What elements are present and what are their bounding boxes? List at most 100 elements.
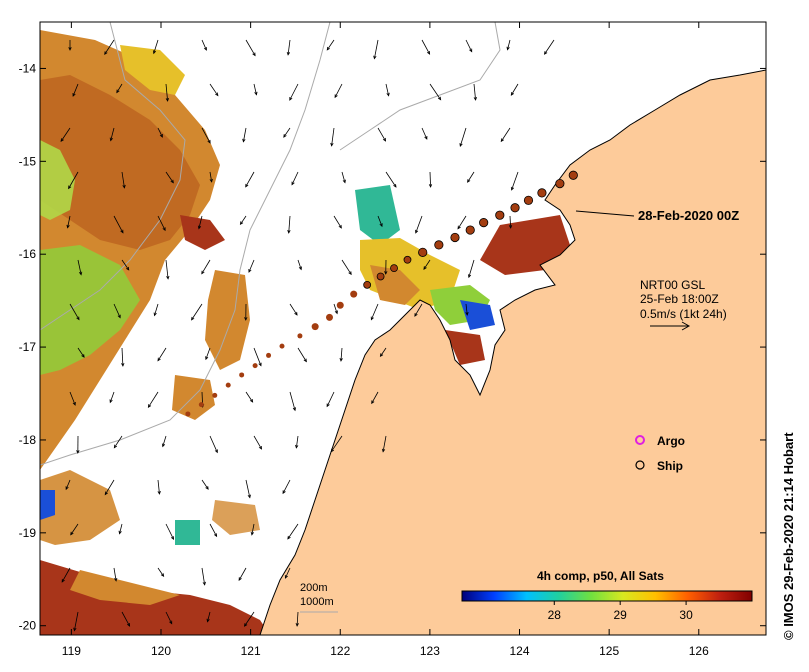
date-label: 28-Feb-2020 00Z [638,208,739,223]
bathy-contour-1000m [40,22,186,331]
current-arrow [165,259,170,280]
current-arrow [116,83,123,94]
current-arrow [209,435,218,454]
colorbar-tick-label: 28 [548,608,562,622]
ship-track-point [363,280,372,289]
colorbar [461,590,753,602]
current-arrow [205,347,211,361]
current-arrow [109,391,115,404]
current-arrow [121,347,125,367]
current-arrow [77,347,85,358]
lon-tick: 119 [62,22,81,658]
ship-track-point [555,179,565,189]
current-arrow [201,39,207,51]
current-arrow [121,611,131,627]
ship-track-point [418,247,428,257]
lat-tick-label: -18 [19,433,37,447]
current-arrow [209,83,219,97]
current-arrow [295,611,299,627]
current-arrow [104,39,115,56]
lat-tick-label: -20 [19,619,37,633]
current-arrow [510,171,519,191]
current-arrow [473,83,477,101]
current-title: NRT00 GSL [640,278,705,292]
lon-tick-label: 123 [420,644,440,658]
current-arrow [500,127,511,143]
current-arrow [206,611,211,623]
current-arrow [242,127,247,143]
current-arrow [165,171,174,184]
current-arrow [191,303,203,321]
current-arrow [244,303,248,321]
current-arrow [239,215,247,226]
ship-track-point [266,352,272,358]
lat-tick-label: -14 [19,61,37,75]
current-arrow [371,391,379,405]
current-arrow [333,215,342,229]
ship-label: Ship [657,459,683,473]
ship-track-point [252,363,258,369]
lat-tick: -15 [19,154,766,168]
ship-track-point [212,392,218,398]
ship-marker-icon [635,460,645,470]
lat-tick: -16 [19,247,766,261]
current-arrow [73,611,79,632]
lat-tick-label: -17 [19,340,37,354]
current-arrow [113,303,121,319]
current-arrow [253,435,262,450]
current-arrow [113,215,124,234]
ship-track-point [326,313,334,321]
current-arrow [385,83,390,97]
lon-tick: 121 [241,22,261,658]
current-arrow [377,127,387,142]
current-arrow [245,391,254,403]
current-arrow [161,435,167,448]
lon-tick: 120 [151,22,171,658]
ship-track-point [537,188,547,198]
lon-tick-label: 121 [241,644,261,658]
lat-tick-label: -19 [19,526,37,540]
current-arrow [326,391,335,408]
current-arrow [104,479,115,496]
land-mass [259,69,766,635]
ship-track-point [510,203,520,213]
ship-track-point [350,290,358,298]
current-arrow [295,435,299,449]
ship-track-point [495,210,505,220]
current-arrow [113,567,118,582]
lon-tick: 122 [330,22,351,658]
current-arrow [341,259,352,276]
current-arrow [60,127,71,143]
bathy-contour-200m [40,22,331,466]
colorbar-tick-label: 29 [614,608,628,622]
current-arrow [421,39,431,55]
current-arrow [157,567,165,578]
ship-track-point [434,240,444,250]
current-arrow [284,567,291,579]
lat-tick: -18 [19,433,766,447]
lon-tick-label: 120 [151,644,171,658]
current-arrow [297,259,302,271]
current-arrow [381,435,387,453]
current-arrow [113,435,123,449]
current-time: 25-Feb 18:00Z [640,292,719,306]
current-vectors [60,39,555,632]
current-arrow [282,479,291,495]
current-arrow [248,259,255,273]
colorbar-tick-label: 30 [679,608,693,622]
credit-text: © IMOS 29-Feb-2020 21:14 Hobart [781,432,796,640]
current-arrow [76,435,80,454]
ship-track-point [336,301,344,309]
current-arrow [157,215,166,232]
current-arrow [508,215,513,229]
current-arrow [157,347,167,362]
current-arrow [118,523,123,535]
current-arrow [457,215,467,230]
current-arrow [72,83,79,97]
legend: Argo Ship [635,434,685,473]
current-arrow [373,39,379,60]
current-arrow [121,171,126,189]
current-arrow [209,171,213,183]
current-arrow [289,83,299,101]
